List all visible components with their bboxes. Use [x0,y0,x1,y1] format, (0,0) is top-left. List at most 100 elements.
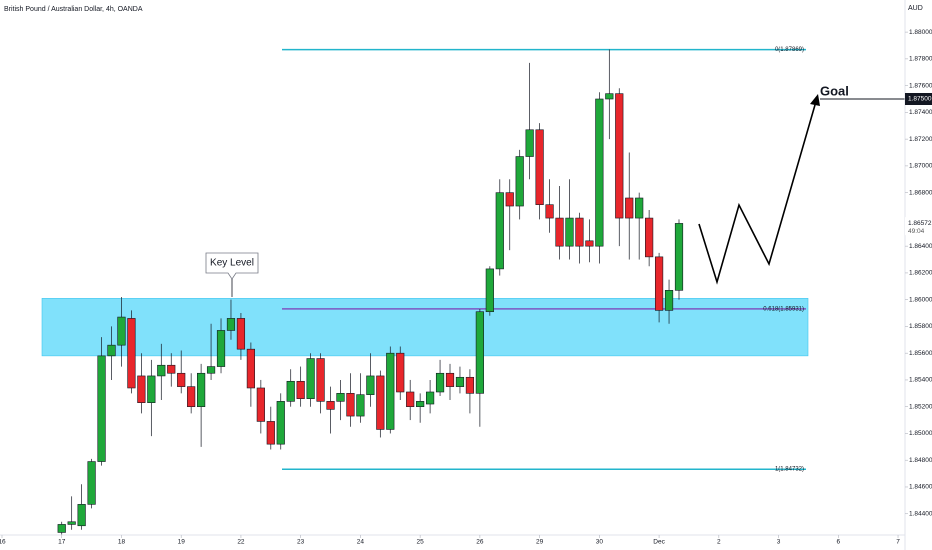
candle-body [605,93,614,100]
candle-body [177,372,186,387]
candle-body [585,240,594,247]
candle-body [475,311,484,394]
y-tick-label: 1.87200 [909,136,932,143]
candle-body [137,375,146,403]
candle-body [465,376,475,394]
candle-body [505,192,514,207]
candle-body [346,393,355,417]
candle-body [127,318,136,389]
y-tick-label: 1.84600 [909,484,932,491]
candle-body [197,372,206,408]
chart-title: British Pound / Australian Dollar, 4h, O… [4,6,143,13]
currency: AUD [908,5,923,12]
x-tick-label: 16 [0,539,6,546]
candle-body [226,318,236,331]
candle-body [635,197,644,219]
candle-body [545,204,554,219]
candle-body [525,129,534,157]
y-tick-label: 1.86800 [909,189,932,196]
candle-body [276,401,285,445]
y-tick-label: 1.87600 [909,82,932,89]
candle-body [167,364,176,374]
x-tick-label: 3 [777,539,781,546]
x-tick-label: 22 [237,539,245,546]
candle-body [256,387,265,422]
candle-body [356,394,365,417]
candle-body [117,316,126,346]
candle-body [406,391,415,408]
candle-body [336,393,345,402]
candle-body [246,348,255,389]
candle-body [645,217,654,258]
y-tick-label: 1.85400 [909,377,932,384]
candle-body [187,386,196,408]
candle-body [455,376,465,387]
candle-body [555,217,564,247]
y-tick-label: 1.85000 [909,430,932,437]
candle-body [664,290,674,311]
x-tick-label: 26 [476,539,484,546]
x-tick-label: 30 [596,539,604,546]
candle-body [236,318,246,350]
fib-label: 0.618(1.85931) [763,306,804,312]
candle-body [296,380,305,399]
fib-label: 0(1.87869) [775,47,804,53]
candle-body [147,375,156,403]
callout-box [205,252,259,280]
x-tick-label: 17 [58,539,66,546]
candle-body [386,352,395,430]
y-tick-label: 1.87000 [909,163,932,170]
x-tick-label: 29 [536,539,544,546]
candle-body [77,504,86,527]
candle-body [654,256,664,311]
y-tick-label: 1.86400 [909,243,932,250]
candle-body [425,391,435,405]
candle-body [565,217,574,247]
candle-body [326,401,335,410]
candle-body [674,223,684,291]
candle-body [595,98,604,247]
x-tick-label: Dec [653,539,665,546]
candle-body [57,524,66,533]
candle-body [216,330,226,367]
y-tick-label: 1.87400 [909,109,932,116]
candle-body [376,375,385,430]
candle-body [396,352,405,393]
key-level-callout: Key Level [205,252,259,297]
candle-body [266,421,275,445]
candle-body [416,401,425,408]
y-tick-label: 1.84400 [909,510,932,517]
x-tick-label: 7 [896,539,900,546]
candle-body [67,521,76,525]
x-tick-label: 25 [417,539,425,546]
last-price-tag [905,217,932,236]
x-tick-label: 2 [717,539,721,546]
annotation: Key Level [210,258,254,269]
fib-label: 1(1.84732) [775,467,804,473]
candle-body [515,156,524,207]
y-tick-label: 1.87800 [909,56,932,63]
x-tick-label: 23 [297,539,305,546]
candle-body [445,372,455,387]
projection-path [698,97,818,285]
candle-body [485,268,494,313]
goal-price-label: 1.87500 [908,96,932,103]
y-tick-label: 1.86200 [909,270,932,277]
candle-body [306,358,315,399]
y-tick-label: 1.85600 [909,350,932,357]
candle-body [625,197,634,219]
x-tick-label: 24 [357,539,365,546]
candle-body [206,366,216,374]
y-tick-label: 1.88000 [909,29,932,36]
candle-body [316,358,325,402]
y-tick-label: 1.84800 [909,457,932,464]
last-price-label: 1.86572 [908,220,932,227]
key-zone [41,298,809,357]
candle-body [286,380,295,402]
countdown: 49:04 [908,228,925,235]
candle-body [157,364,166,377]
y-tick-label: 1.86000 [909,296,932,303]
